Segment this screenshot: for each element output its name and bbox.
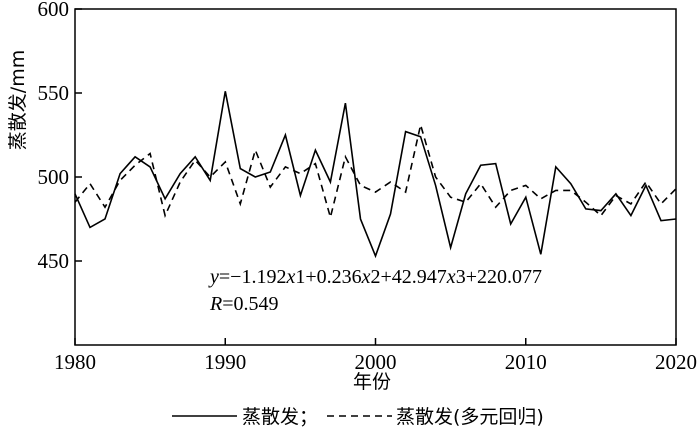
axes (74, 8, 677, 346)
x-tick-label: 1990 (204, 350, 246, 374)
regression-equation: y=−1.192x1+0.236x2+42.947x3+220.077 (208, 266, 542, 288)
correlation-coefficient: R=0.549 (209, 293, 279, 315)
correlation-var-r: R (209, 293, 222, 315)
correlation-value: =0.549 (222, 293, 278, 315)
equation-var-y: y (208, 266, 219, 288)
series-line-regression (74, 124, 677, 221)
x-axis-title: 年份 (353, 371, 391, 393)
equation-part-4: 3+220.077 (456, 266, 542, 288)
x-tick-label: 2000 (355, 350, 397, 374)
x-tick-label: 2020 (655, 350, 697, 374)
series-line-observed (74, 91, 677, 259)
legend-solid-label: 蒸散发； (242, 406, 318, 428)
y-axis-title: 蒸散发/mm (7, 50, 29, 150)
y-tick-label: 550 (38, 81, 70, 105)
equation-var-x2: x (361, 266, 371, 288)
equation-var-x3: x (446, 266, 456, 288)
equation-part-1: =−1.192 (219, 266, 287, 288)
legend: 蒸散发； 蒸散发(多元回归) (172, 406, 544, 428)
x-tick-label: 2010 (505, 350, 547, 374)
y-tick-label: 600 (38, 0, 70, 21)
equation-part-2: 1+0.236 (295, 266, 361, 288)
y-tick-label: 500 (38, 165, 70, 189)
plot-frame (74, 8, 677, 346)
equation-part-3: 2+42.947 (371, 266, 447, 288)
equation-var-x1: x (285, 266, 295, 288)
ticks: 1980 1990 2000 2010 2020 450 500 550 600 (38, 0, 698, 374)
legend-dashed-label: 蒸散发(多元回归) (396, 406, 544, 428)
y-tick-label: 450 (38, 249, 70, 273)
series-group (74, 91, 677, 259)
x-tick-label: 1980 (54, 350, 96, 374)
